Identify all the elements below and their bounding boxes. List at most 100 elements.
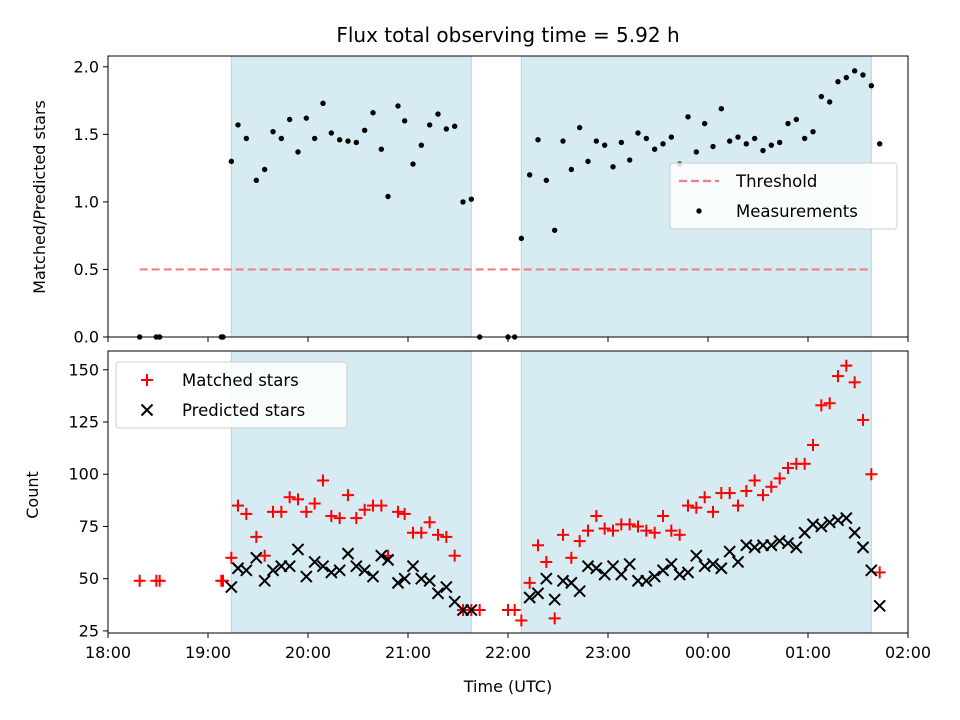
top-measurement-point: [270, 128, 276, 135]
bottom-predicted-point: [341, 547, 355, 560]
bottom-predicted-point: [225, 580, 238, 594]
bottom-matched-point: [423, 516, 436, 529]
bottom-matched-point: [300, 505, 313, 518]
bottom-predicted-point: [250, 551, 263, 565]
bottom-predicted-point: [350, 559, 363, 573]
bottom-matched-point: [623, 518, 636, 531]
top-measurement-point: [320, 100, 326, 106]
bottom-matched-point: [798, 457, 811, 470]
bottom-predicted-point: [790, 541, 803, 554]
top-measurement-point: [585, 158, 591, 165]
bottom-matched-point: [690, 501, 703, 514]
bottom-y-tick-label: 75: [79, 517, 99, 536]
top-measurement-point: [693, 149, 700, 155]
bottom-y-tick-label: 125: [68, 413, 99, 432]
x-tick-label: 20:00: [285, 643, 331, 662]
x-tick-label: 01:00: [785, 643, 831, 662]
bottom-matched-point: [515, 614, 528, 627]
bottom-observing-span-1: [520, 350, 872, 634]
bottom-matched-point: [657, 510, 669, 523]
bottom-matched-point: [848, 376, 861, 389]
bottom-matched-point: [448, 549, 461, 562]
bottom-predicted-point: [258, 574, 271, 587]
top-y-tick-label: 1.0: [74, 192, 99, 211]
top-measurement-point: [701, 120, 708, 127]
top-measurement-point: [810, 128, 816, 135]
top-measurement-point: [843, 74, 850, 81]
bottom-matched-point: [857, 413, 869, 426]
top-measurement-point: [793, 116, 800, 123]
bottom-matched-point: [582, 524, 594, 537]
bottom-matched-point: [375, 499, 388, 512]
bottom-matched-point: [358, 503, 371, 516]
bottom-matched-point: [632, 520, 644, 533]
top-measurement-point: [468, 196, 475, 202]
top-measurement-point: [526, 172, 533, 178]
bottom-predicted-point: [781, 536, 795, 550]
bottom-predicted-point: [540, 572, 553, 585]
bottom-matched-point: [823, 397, 836, 410]
top-measurement-point: [743, 141, 750, 147]
bottom-predicted-point: [391, 576, 405, 590]
top-measurement-point: [560, 138, 566, 144]
bottom-predicted-point: [665, 557, 678, 571]
top-measurement-point: [518, 235, 525, 242]
bottom-matched-point: [840, 359, 853, 372]
bottom-matched-point: [832, 370, 844, 383]
top-y-tick-label: 2.0: [74, 57, 99, 76]
top-observing-span-0: [230, 55, 472, 338]
top-measurement-point: [860, 72, 866, 78]
top-measurement-point: [443, 126, 450, 132]
bottom-predicted-point: [375, 549, 388, 562]
bottom-matched-point: [590, 510, 603, 523]
bottom-predicted-point: [291, 543, 305, 556]
top-measurement-point: [243, 135, 250, 142]
x-tick-label: 00:00: [685, 643, 731, 662]
top-measurement-point: [801, 135, 808, 142]
bottom-matched-point: [317, 474, 329, 487]
top-measurement-point: [435, 111, 441, 117]
top-measurement-point: [451, 123, 458, 129]
top-measurement-point: [378, 146, 385, 152]
bottom-matched-point: [250, 530, 263, 543]
top-measurement-point: [651, 146, 658, 152]
top-measurement-point: [551, 227, 558, 233]
top-measurement-point: [568, 166, 575, 173]
top-measurement-point: [370, 110, 376, 116]
bottom-matched-point: [398, 507, 411, 520]
top-measurement-point: [601, 142, 608, 148]
top-legend-box: [669, 162, 898, 230]
top-measurement-point: [311, 135, 318, 142]
top-measurement-point: [401, 118, 408, 124]
bottom-panel: 25 50 75 100 125 150 18:00 19:00 20:00 21:00 22:00…: [68, 350, 931, 662]
bottom-predicted-point: [815, 520, 828, 533]
top-y-tick-label: 0.5: [74, 260, 99, 279]
bottom-matched-point: [283, 491, 296, 504]
top-measurement-point: [660, 141, 666, 147]
top-measurement-point: [261, 166, 268, 173]
bottom-matched-point: [607, 524, 619, 537]
top-measurement-point: [826, 99, 833, 105]
bottom-predicted-point: [648, 570, 661, 583]
top-measurement-point: [418, 142, 425, 148]
bottom-y-tick-label: 100: [68, 465, 99, 484]
bottom-matched-point: [342, 489, 354, 502]
bottom-predicted-point: [381, 553, 395, 567]
bottom-predicted-point: [840, 511, 853, 525]
top-measurement-point: [361, 127, 368, 134]
bottom-predicted-point: [316, 559, 330, 573]
bottom-predicted-point: [715, 562, 728, 575]
top-measurement-point: [768, 142, 775, 148]
bottom-predicted-point: [548, 593, 561, 606]
bottom-matched-point: [225, 551, 238, 564]
bottom-matched-point: [258, 549, 271, 562]
bottom-matched-point: [648, 526, 661, 539]
x-axis-label: Time (UTC): [463, 677, 552, 696]
bottom-predicted-point: [333, 564, 346, 577]
bottom-predicted-point: [308, 555, 321, 569]
x-tick-label: 18:00: [85, 643, 131, 662]
bottom-predicted-point: [358, 564, 371, 577]
bottom-predicted-point: [406, 559, 420, 573]
bottom-matched-point: [133, 574, 146, 587]
